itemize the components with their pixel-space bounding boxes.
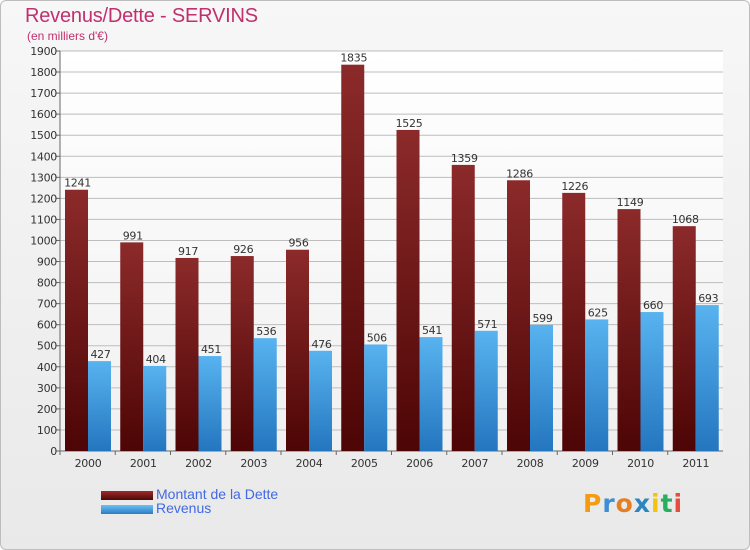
logo-letter: t [660,489,674,518]
bar-revenus-2002 [198,356,222,451]
data-label-dette-2001: 991 [123,229,143,242]
logo-letter: P [583,489,603,518]
y-tick-label-1000: 1000 [30,234,57,247]
y-tick-label-1900: 1900 [30,45,57,58]
bar-dette-2011 [672,226,696,451]
data-label-revenus-2011: 693 [698,292,718,305]
data-label-dette-2000: 1241 [64,177,91,190]
bar-chart: 0 100 200 300 400 500 600 700 800 900 1000 1100 1200… [30,45,723,470]
data-label-dette-2003: 926 [233,243,253,256]
y-tick-label-1200: 1200 [30,192,57,205]
logo-letter: x [633,489,651,518]
bar-revenus-2005 [364,344,388,451]
data-label-dette-2010: 1149 [617,196,644,209]
data-label-dette-2008: 1286 [506,167,533,180]
data-label-dette-2009: 1226 [561,180,588,193]
data-label-revenus-2009: 625 [588,306,608,319]
data-label-dette-2005: 1835 [340,52,367,65]
data-label-revenus-2005: 506 [367,331,387,344]
y-tick-label-500: 500 [37,340,57,353]
x-tick-label-2009: 2009 [572,457,599,470]
data-label-revenus-2008: 599 [532,312,552,325]
x-tick-label-2004: 2004 [296,457,323,470]
legend-swatch-revenus [101,505,153,514]
x-tick-label-2005: 2005 [351,457,378,470]
bar-dette-2002 [175,257,199,451]
bar-revenus-2004 [309,350,332,451]
data-label-revenus-2001: 404 [146,353,166,366]
data-label-revenus-2006: 541 [422,324,442,337]
data-label-revenus-2000: 427 [90,348,110,361]
bar-dette-2006 [396,129,420,451]
x-tick-label-2006: 2006 [406,457,433,470]
data-label-dette-2002: 917 [178,245,198,258]
bar-revenus-2000 [88,361,111,451]
y-tick-label-1300: 1300 [30,171,57,184]
y-tick-label-0: 0 [50,445,57,458]
logo-letter: i [651,489,661,518]
bar-revenus-2001 [143,365,167,451]
legend-label-revenus: Revenus [156,500,212,516]
data-label-revenus-2003: 536 [256,325,276,338]
data-label-revenus-2002: 451 [201,343,221,356]
data-label-dette-2006: 1525 [396,117,423,130]
bar-revenus-2007 [474,330,498,451]
bar-revenus-2003 [253,338,277,451]
data-label-dette-2011: 1068 [672,213,699,226]
data-label-revenus-2004: 476 [311,338,331,351]
bar-revenus-2009 [585,319,609,451]
y-tick-label-300: 300 [37,382,57,395]
x-tick-label-2011: 2011 [682,457,709,470]
x-tick-label-2008: 2008 [517,457,544,470]
y-tick-label-700: 700 [37,298,57,311]
x-tick-label-2010: 2010 [627,457,654,470]
y-tick-label-1400: 1400 [30,150,57,163]
x-tick-label-2007: 2007 [461,457,488,470]
bar-revenus-2006 [419,337,443,451]
x-tick-label-2001: 2001 [130,457,157,470]
bar-revenus-2008 [530,324,553,451]
bar-dette-2001 [120,242,144,451]
x-tick-label-2002: 2002 [185,457,212,470]
y-tick-label-1700: 1700 [30,87,57,100]
y-tick-label-1100: 1100 [30,213,57,226]
plot-area [60,51,723,451]
bar-dette-2000 [65,189,88,451]
chart-subtitle: (en milliers d'€) [27,29,108,43]
legend-swatch-dette [101,491,153,500]
logo-letter: r [602,489,616,518]
bar-dette-2004 [286,249,309,451]
proxiti-logo: Proxiti [583,489,683,518]
y-tick-label-900: 900 [37,256,57,269]
y-tick-label-1800: 1800 [30,66,57,79]
legend-label-dette: Montant de la Dette [156,486,279,502]
y-tick-label-1500: 1500 [30,129,57,142]
y-tick-label-400: 400 [37,361,57,374]
bar-dette-2009 [562,192,586,452]
bar-dette-2005 [341,64,365,452]
chart-title: Revenus/Dette - SERVINS [25,5,258,27]
logo-letter: o [615,489,634,518]
bar-dette-2003 [230,256,254,451]
bar-revenus-2011 [695,305,719,451]
data-label-dette-2007: 1359 [451,152,478,165]
logo-letter: i [673,489,684,518]
x-tick-label-2000: 2000 [75,457,102,470]
data-label-dette-2004: 956 [288,237,308,250]
data-label-revenus-2007: 571 [477,318,497,331]
bar-dette-2010 [617,209,641,451]
bar-dette-2008 [507,180,530,451]
bar-dette-2007 [451,164,475,452]
y-tick-label-100: 100 [37,424,57,437]
data-label-revenus-2010: 660 [643,299,663,312]
bar-revenus-2010 [640,312,664,451]
x-tick-label-2003: 2003 [240,457,267,470]
y-tick-label-200: 200 [37,403,57,416]
y-tick-label-600: 600 [37,319,57,332]
y-tick-label-800: 800 [37,277,57,290]
y-tick-label-1600: 1600 [30,108,57,121]
